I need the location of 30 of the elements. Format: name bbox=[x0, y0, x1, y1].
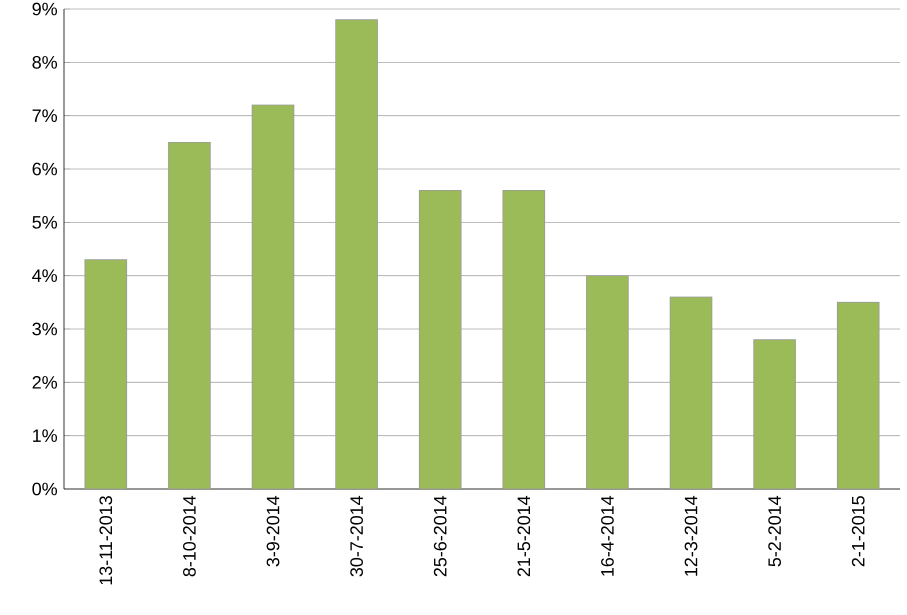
y-tick-label: 0% bbox=[32, 482, 57, 496]
x-tick-label: 25-6-2014 bbox=[434, 496, 447, 576]
x-tick-label: 2-1-2015 bbox=[852, 496, 865, 566]
bar bbox=[670, 296, 712, 489]
x-tick-label: 16-4-2014 bbox=[601, 496, 614, 576]
y-tick-label: 6% bbox=[32, 162, 57, 176]
x-tick-label: 5-2-2014 bbox=[768, 496, 781, 566]
y-tick-label: 2% bbox=[32, 376, 57, 389]
y-tick-label: 8% bbox=[32, 56, 57, 69]
x-tick-label: 8-10-2014 bbox=[183, 496, 196, 576]
bar bbox=[836, 302, 880, 489]
x-tick-label: 30-7-2014 bbox=[350, 496, 363, 576]
y-tick-label: 7% bbox=[32, 109, 57, 122]
bar bbox=[335, 19, 378, 489]
bar bbox=[753, 339, 796, 489]
y-tick-label: 1% bbox=[33, 429, 57, 442]
bar bbox=[502, 190, 546, 489]
x-tick-label: 12-3-2014 bbox=[684, 496, 698, 576]
bar bbox=[418, 190, 462, 489]
bar bbox=[586, 275, 629, 489]
y-tick-label: 9% bbox=[32, 2, 57, 16]
bar bbox=[252, 104, 294, 489]
x-tick-label: 3-9-2014 bbox=[266, 496, 280, 566]
x-tick-label: 21-5-2014 bbox=[517, 496, 530, 576]
x-tick-label: 13-11-2013 bbox=[99, 496, 112, 584]
bar bbox=[168, 142, 211, 489]
y-tick-label: 4% bbox=[32, 269, 57, 282]
y-tick-label: 5% bbox=[32, 216, 57, 229]
bar bbox=[84, 259, 128, 489]
y-tick-label: 3% bbox=[32, 322, 57, 336]
